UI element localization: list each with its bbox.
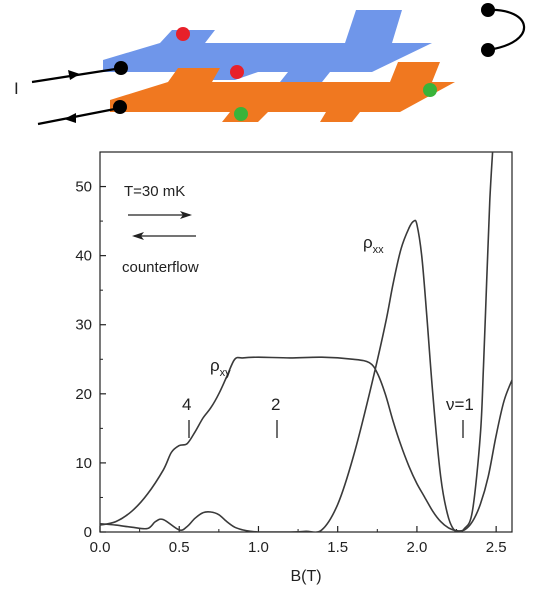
arrow-in-icon (68, 70, 80, 80)
y-tick-label: 20 (75, 386, 92, 403)
contact-bottom-right (481, 43, 495, 57)
x-tick-label: 1.0 (248, 539, 269, 556)
y-axis: 0 10 20 30 40 50 (75, 179, 106, 541)
x-tick-label: 0.5 (169, 539, 190, 556)
filling-factor-marks: 4 2 ν=1 (182, 395, 474, 438)
rho-xx-sub: xx (373, 244, 385, 256)
probe-green-left (234, 107, 248, 121)
annotation-nu-2: 2 (271, 395, 280, 414)
probe-red-bottom (230, 65, 244, 79)
y-tick-label: 0 (84, 524, 92, 541)
legend-temperature: T=30 mK (124, 183, 185, 200)
x-tick-label: 2.0 (406, 539, 427, 556)
top-layer-hallbar (103, 10, 432, 82)
probe-red-top (176, 27, 190, 41)
lead-loop (487, 8, 526, 52)
arrow-left-icon (132, 232, 144, 240)
chart: 0.0 0.5 1.0 1.5 2.0 2.5 0 10 20 30 40 50 T=30 mK c… (75, 151, 513, 585)
annotation-nu-1: ν=1 (446, 395, 474, 414)
rho-xy-sub: xy (220, 367, 232, 379)
lead-out (37, 106, 121, 126)
series-line-xy (100, 356, 512, 532)
contact-top-left (114, 61, 128, 75)
arrow-out-icon (64, 113, 76, 123)
current-label: I (14, 79, 19, 98)
x-axis-title: B(T) (290, 568, 321, 585)
rho-xx-main: ρ (363, 233, 373, 252)
rho-xy-main: ρ (210, 356, 220, 375)
plot-frame (99, 151, 513, 533)
bottom-layer-hallbar (110, 62, 455, 122)
contact-top-right (481, 3, 495, 17)
y-tick-label: 40 (75, 248, 92, 265)
annotation-nu-4: 4 (182, 395, 191, 414)
x-axis: 0.0 0.5 1.0 1.5 2.0 2.5 (90, 526, 507, 556)
legend-mode: counterflow (122, 259, 199, 276)
x-tick-label: 2.5 (486, 539, 507, 556)
legend: T=30 mK counterflow (122, 183, 199, 276)
series-label-rho-xy: ρxy (210, 356, 231, 379)
y-tick-label: 30 (75, 317, 92, 334)
y-tick-label: 10 (75, 455, 92, 472)
series-label-rho-xx: ρxx (363, 233, 384, 256)
series-line-xx (100, 152, 494, 532)
probe-green-right (423, 83, 437, 97)
x-tick-label: 1.5 (327, 539, 348, 556)
contact-bottom-left (113, 100, 127, 114)
device-schematic: I (14, 3, 526, 126)
x-tick-label: 0.0 (90, 539, 111, 556)
y-tick-label: 50 (75, 179, 92, 196)
arrow-right-icon (180, 211, 192, 219)
curves (100, 152, 512, 532)
